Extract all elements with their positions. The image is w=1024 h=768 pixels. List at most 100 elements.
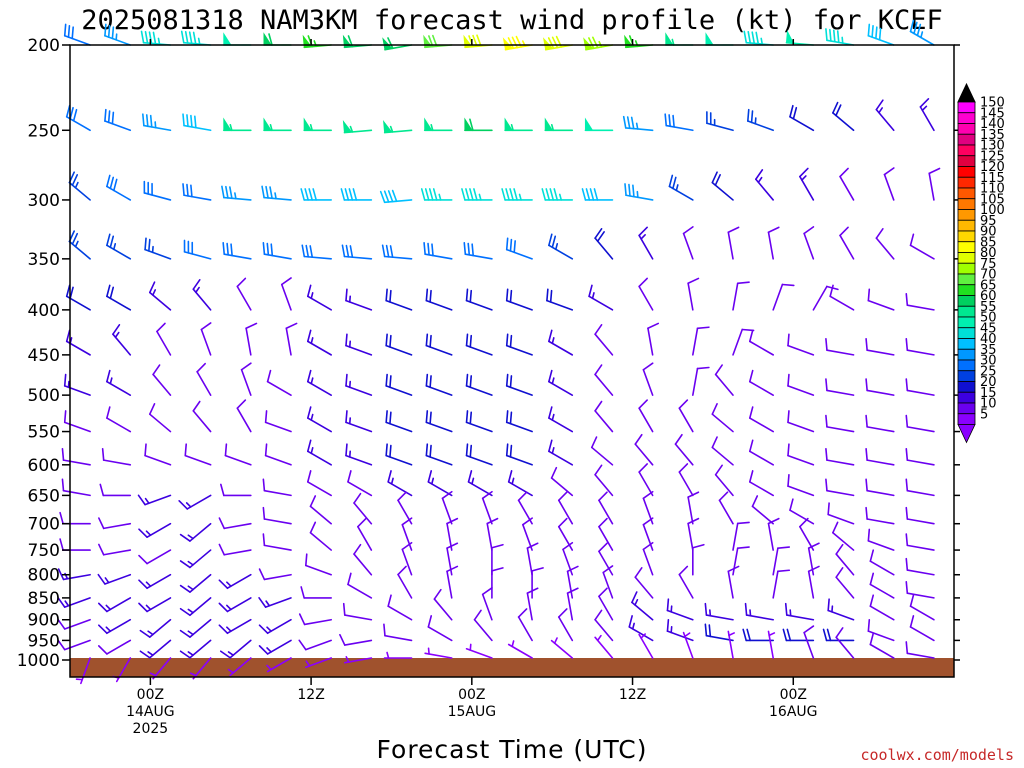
wind-barb xyxy=(638,463,654,497)
wind-barb xyxy=(463,241,493,260)
colorbar-swatch xyxy=(957,402,976,415)
wind-barb xyxy=(835,627,855,659)
wind-barb xyxy=(687,277,700,311)
wind-barb xyxy=(827,502,855,525)
colorbar-label: 45 xyxy=(980,321,997,336)
wind-barb xyxy=(139,618,172,638)
wind-barb xyxy=(784,602,815,621)
wind-barb xyxy=(875,227,895,260)
wind-barb xyxy=(138,522,172,539)
wind-barb xyxy=(624,183,654,201)
wind-barb xyxy=(905,338,935,356)
wind-barb xyxy=(385,410,413,433)
wind-barb xyxy=(258,639,292,655)
wind-barb xyxy=(919,97,935,132)
wind-barb xyxy=(263,117,292,132)
wind-barb xyxy=(285,322,298,356)
colorbar-swatch xyxy=(957,209,976,221)
wind-barb xyxy=(385,333,413,356)
wind-barb xyxy=(140,30,172,46)
colorbar-label: 80 xyxy=(980,246,997,261)
wind-barb xyxy=(704,602,734,621)
wind-barb xyxy=(465,288,493,311)
wind-barb xyxy=(424,647,453,659)
x-tick-label: 00Z xyxy=(458,687,485,703)
wind-barb xyxy=(905,533,935,551)
wind-barb xyxy=(732,546,750,576)
wind-barb xyxy=(347,470,373,497)
wind-barb xyxy=(156,322,172,356)
wind-barb xyxy=(467,470,493,497)
wind-barb xyxy=(867,619,895,642)
wind-barb xyxy=(178,494,212,510)
wind-barb xyxy=(787,373,815,396)
wind-barb xyxy=(106,174,132,201)
wind-barb xyxy=(825,378,855,396)
wind-barb xyxy=(280,277,292,311)
wind-barb xyxy=(341,244,373,260)
wind-barb xyxy=(714,364,734,396)
wind-barb xyxy=(789,498,815,525)
wind-barb xyxy=(441,490,453,525)
colorbar-label: 125 xyxy=(980,149,1005,164)
wind-barb xyxy=(557,491,574,525)
wind-barb xyxy=(343,656,373,664)
wind-barb xyxy=(550,637,574,659)
wind-barb xyxy=(682,226,694,260)
wind-barb xyxy=(594,609,614,642)
wind-barb xyxy=(905,557,935,576)
wind-barb xyxy=(825,414,855,433)
wind-barb xyxy=(666,619,694,642)
wind-barb xyxy=(598,517,614,551)
wind-barb xyxy=(491,567,504,599)
wind-barb xyxy=(63,410,91,433)
wind-barb xyxy=(714,464,734,497)
wind-barb xyxy=(301,244,332,260)
wind-barb xyxy=(345,373,373,396)
wind-barb xyxy=(566,587,579,621)
x-tick-label: 14AUG xyxy=(126,704,175,720)
colorbar-swatch xyxy=(957,413,976,425)
wind-barb xyxy=(505,443,533,466)
wind-barb xyxy=(240,362,252,396)
wind-barb xyxy=(427,470,453,497)
wind-barb xyxy=(387,594,413,621)
colorbar-swatch xyxy=(957,155,976,167)
colorbar-label: 15 xyxy=(980,386,997,401)
wind-barb xyxy=(189,657,212,680)
y-tick-label: 250 xyxy=(28,121,60,141)
y-tick-label: 900 xyxy=(28,611,60,631)
wind-barb xyxy=(732,328,755,356)
wind-barb xyxy=(236,399,252,433)
wind-barb xyxy=(832,521,855,551)
wind-barb xyxy=(63,373,91,396)
wind-barb xyxy=(97,597,132,613)
wind-barb xyxy=(192,400,212,433)
wind-barb xyxy=(767,517,780,551)
colorbar-bottom-arrow xyxy=(957,424,976,444)
wind-barb xyxy=(258,597,292,608)
wind-barb xyxy=(507,640,533,659)
colorbar-swatch xyxy=(957,295,976,307)
wind-barb xyxy=(138,549,172,565)
wind-barb xyxy=(583,36,614,51)
wind-barb xyxy=(581,188,614,201)
wind-barb xyxy=(748,329,774,356)
wind-barb xyxy=(266,657,292,673)
colorbar-label: 40 xyxy=(980,332,997,347)
colorbar-label: 135 xyxy=(980,128,1005,143)
wind-barb xyxy=(787,443,815,466)
wind-barb xyxy=(674,433,694,466)
wind-barb xyxy=(584,117,614,132)
wind-barb xyxy=(220,483,252,497)
colorbar-swatch xyxy=(957,219,976,232)
colorbar-swatch xyxy=(957,187,976,200)
wind-barb xyxy=(732,281,750,311)
wind-barb xyxy=(309,495,332,525)
wind-barb xyxy=(909,233,935,260)
wind-barb xyxy=(179,618,212,638)
wind-barb xyxy=(57,639,91,651)
x-tick-label: 2025 xyxy=(133,721,169,737)
wind-barb xyxy=(345,443,373,466)
wind-barb xyxy=(427,615,453,642)
